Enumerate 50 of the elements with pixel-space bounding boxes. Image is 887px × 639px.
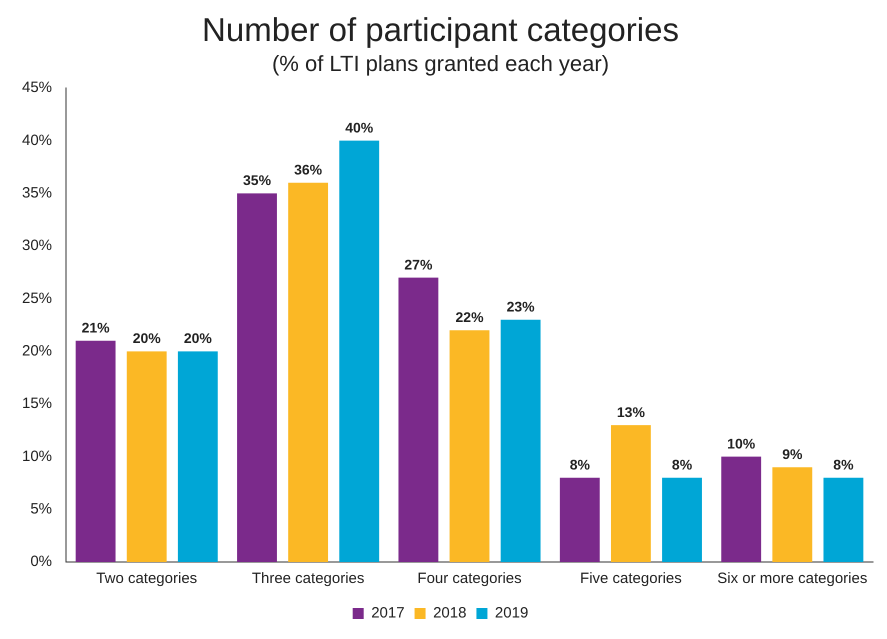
data-label: 20% (184, 330, 212, 346)
y-tick-label: 5% (30, 500, 52, 518)
x-tick-label: Three categories (252, 570, 364, 588)
data-label: 20% (132, 330, 162, 346)
bar (398, 278, 438, 562)
y-tick-label: 30% (22, 237, 52, 254)
data-label: 8% (570, 456, 590, 473)
bar (772, 467, 812, 562)
bar (126, 351, 167, 562)
y-tick-label: 20% (22, 342, 52, 360)
y-tick-label: 10% (22, 448, 52, 465)
x-tick-label: Six or more categories (717, 570, 868, 588)
bar (823, 478, 864, 562)
bar (237, 193, 277, 562)
chart-subtitle: (% of LTI plans granted each year) (272, 50, 610, 76)
x-tick-label: Four categories (417, 570, 522, 588)
bar (560, 478, 600, 562)
data-label: 22% (455, 309, 484, 326)
bar (288, 182, 328, 562)
legend-label: 2018 (433, 604, 466, 622)
bar (721, 456, 762, 562)
chart-title: Number of participant categories (202, 10, 679, 48)
legend-label: 2019 (494, 604, 528, 622)
data-label: 27% (404, 256, 433, 272)
data-label: 8% (833, 456, 854, 473)
data-label: 21% (82, 320, 110, 336)
y-tick-label: 40% (22, 132, 52, 149)
legend-label: 2017 (371, 604, 405, 622)
data-label: 9% (782, 446, 803, 462)
bar (500, 320, 541, 562)
y-tick-label: 25% (22, 290, 52, 307)
y-tick-label: 15% (22, 395, 52, 412)
x-tick-label: Two categories (96, 570, 198, 588)
data-label: 40% (345, 120, 374, 136)
data-label: 23% (506, 298, 536, 315)
bar (76, 340, 116, 562)
data-label: 8% (672, 456, 693, 473)
data-label: 10% (727, 436, 756, 452)
y-tick-label: 35% (22, 184, 52, 202)
y-tick-label: 0% (30, 553, 52, 570)
bar (339, 140, 380, 562)
bar (662, 478, 702, 562)
data-label: 35% (242, 172, 272, 188)
x-tick-label: Five categories (580, 570, 682, 588)
data-label: 13% (616, 404, 646, 420)
bar (178, 351, 218, 562)
data-label: 36% (294, 162, 323, 178)
y-tick-label: 45% (22, 79, 52, 96)
bar (450, 330, 490, 562)
bar (610, 425, 651, 562)
